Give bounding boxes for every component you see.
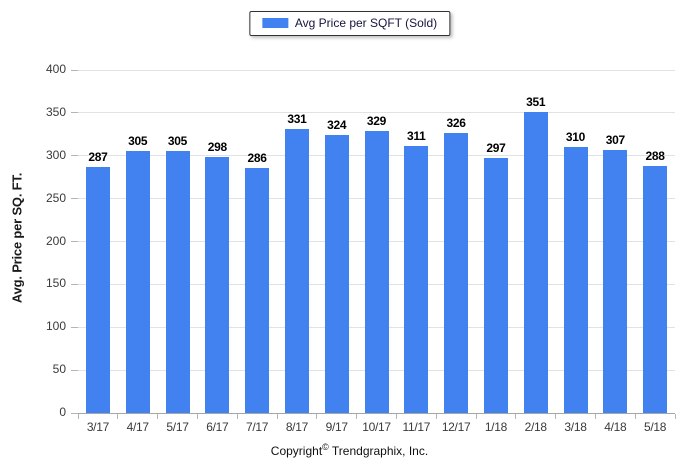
bar <box>205 157 230 413</box>
y-tick-label: 400 <box>45 62 66 76</box>
x-axis-tick <box>674 414 676 419</box>
y-tick-label: 100 <box>45 319 66 334</box>
x-axis-tick <box>196 414 198 419</box>
bar <box>245 167 270 413</box>
y-axis-tick <box>71 198 78 200</box>
y-axis-tick <box>71 412 78 414</box>
bar-value-label: 324 <box>327 118 347 133</box>
bar-value-label: 288 <box>645 149 665 164</box>
x-tick-label: 6/17 <box>206 420 229 434</box>
bar-value-label: 331 <box>287 112 307 127</box>
legend-swatch-icon <box>261 18 288 28</box>
x-axis-tick <box>435 414 437 419</box>
x-tick-label: 4/17 <box>126 420 149 434</box>
y-tick-label: 0 <box>59 405 66 419</box>
y-axis-tick <box>71 69 78 71</box>
copyright-symbol: © <box>322 442 329 452</box>
x-axis-tick <box>157 414 159 419</box>
bar <box>643 166 668 413</box>
y-axis-tick <box>71 241 78 242</box>
x-tick-label: 10/17 <box>362 420 391 434</box>
y-axis-tick <box>71 155 78 157</box>
bar-value-label: 286 <box>247 150 267 165</box>
bar-value-label: 297 <box>486 141 506 156</box>
bar-value-label: 351 <box>526 95 546 110</box>
x-tick-label: 4/18 <box>604 420 627 434</box>
x-axis-tick <box>117 414 119 419</box>
bar-value-label: 305 <box>128 134 148 149</box>
bar <box>404 146 429 413</box>
x-axis-tick <box>276 414 278 419</box>
bar <box>364 130 389 413</box>
y-tick-label: 50 <box>52 362 66 377</box>
bar <box>85 166 110 413</box>
bar-value-label: 329 <box>366 113 387 128</box>
bar-value-label: 311 <box>407 129 426 144</box>
x-axis-tick <box>594 414 596 419</box>
bar-value-label: 287 <box>88 149 108 164</box>
gridline <box>78 69 675 71</box>
x-tick-label: 5/17 <box>166 420 189 434</box>
bar <box>483 158 508 413</box>
bar <box>523 112 548 413</box>
bar-value-label: 298 <box>207 140 227 155</box>
x-axis-line <box>78 413 675 414</box>
bar <box>165 151 190 413</box>
copyright-suffix: Trendgraphix, Inc. <box>328 444 429 458</box>
x-axis-tick <box>77 414 79 419</box>
x-axis-tick <box>634 414 636 419</box>
x-axis-tick <box>475 414 477 419</box>
bar-value-label: 326 <box>446 116 466 131</box>
copyright-footer: Copyright© Trendgraphix, Inc. <box>0 442 699 459</box>
bar <box>125 151 150 413</box>
x-tick-label: 3/18 <box>564 420 587 434</box>
y-tick-label: 350 <box>45 104 66 119</box>
bar <box>324 135 349 413</box>
x-tick-label: 9/17 <box>325 420 348 434</box>
x-tick-label: 5/18 <box>644 420 667 434</box>
y-axis-tick <box>71 369 78 371</box>
copyright-prefix: Copyright <box>270 444 323 458</box>
x-axis-tick <box>236 414 238 419</box>
y-axis-tick <box>71 112 78 114</box>
x-tick-label: 8/17 <box>285 420 308 434</box>
bar-value-label: 310 <box>565 130 586 145</box>
x-axis-tick <box>316 414 318 419</box>
x-axis-tick <box>555 414 557 419</box>
y-tick-label: 150 <box>45 276 66 291</box>
y-tick-label: 300 <box>45 147 66 162</box>
gridline <box>78 112 675 114</box>
bar-value-label: 307 <box>605 132 625 147</box>
plot-area: 287 305 305 298 286 331 324 329 311 326 297 351 310 3… <box>71 69 676 419</box>
x-tick-label: 1/18 <box>484 420 507 434</box>
x-axis-tick <box>395 414 397 419</box>
x-axis-tick <box>356 414 358 419</box>
bar <box>603 149 628 413</box>
bar <box>444 133 469 413</box>
legend-label: Avg Price per SQFT (Sold) <box>294 16 438 30</box>
x-tick-label: 12/17 <box>441 420 471 434</box>
y-tick-label: 200 <box>45 233 66 248</box>
x-tick-label: 3/17 <box>86 420 109 434</box>
bar <box>284 129 309 413</box>
x-tick-label: 2/18 <box>524 420 547 434</box>
y-axis-tick <box>71 326 78 328</box>
x-tick-label: 7/17 <box>246 420 269 434</box>
x-axis-tick <box>515 414 517 419</box>
bar <box>563 147 588 413</box>
y-tick-label: 250 <box>45 190 66 205</box>
y-axis-tick <box>71 283 78 285</box>
bar-value-label: 305 <box>167 134 188 149</box>
chart-legend: Avg Price per SQFT (Sold) <box>248 11 451 36</box>
x-tick-label: 11/17 <box>402 420 431 434</box>
